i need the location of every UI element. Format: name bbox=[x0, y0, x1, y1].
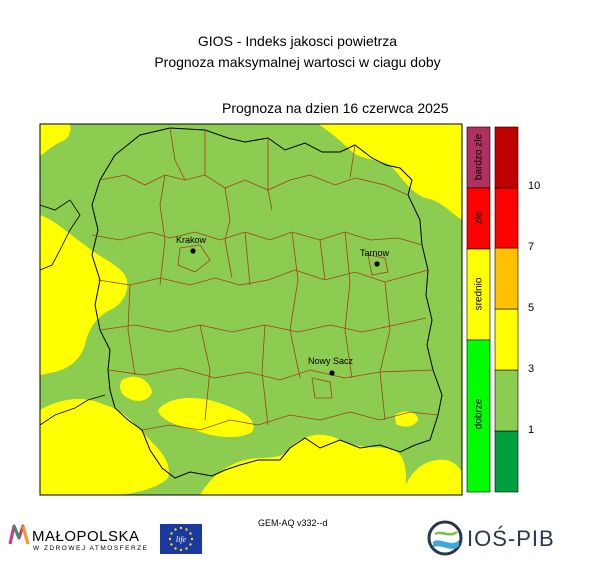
category-label-srednio: srednio bbox=[473, 277, 485, 311]
malopolska-logo-icon bbox=[8, 524, 30, 545]
map-frame bbox=[39, 123, 463, 496]
city-krakow: Krakow bbox=[176, 235, 207, 254]
category-swatch-dobrze bbox=[466, 339, 491, 493]
index-swatch-3 bbox=[494, 308, 519, 371]
index-tick-5: 5 bbox=[528, 302, 535, 314]
zone-se bbox=[402, 459, 462, 495]
city-label-tarnow: Tarnow bbox=[360, 248, 390, 258]
index-tick-7: 7 bbox=[528, 241, 535, 253]
index-swatch-2 bbox=[494, 369, 519, 432]
index-swatch-1 bbox=[494, 430, 519, 493]
map-title: GIOS - Indeks jakosci powietrza bbox=[197, 33, 398, 49]
category-label-bardzo-zle: bardzo zle bbox=[473, 133, 485, 181]
malopolska-tagline: W ZDROWEJ ATMOSFERZE bbox=[33, 545, 149, 552]
zone-south bbox=[200, 434, 407, 495]
zone-blob-a bbox=[120, 376, 152, 401]
national-border-west bbox=[39, 199, 81, 271]
index-tick-1: 1 bbox=[528, 424, 535, 436]
city-tarnow: Tarnow bbox=[360, 248, 390, 267]
category-label-zle: zle bbox=[473, 211, 485, 225]
city-label-krakow: Krakow bbox=[176, 235, 207, 245]
eu-flag-text: life bbox=[176, 535, 187, 544]
index-tick-10: 10 bbox=[528, 180, 541, 192]
index-tick-3: 3 bbox=[528, 363, 535, 375]
index-swatch-4 bbox=[494, 247, 519, 310]
zone-blob-b bbox=[395, 411, 418, 427]
index-swatch-5 bbox=[494, 187, 519, 249]
forecast-date: Prognoza na dzien 16 czerwca 2025 bbox=[222, 100, 449, 116]
index-swatch-6 bbox=[494, 126, 519, 189]
map-subtitle: Prognoza maksymalnej wartosci w ciagu do… bbox=[154, 54, 441, 70]
city-nowy-sacz: Nowy Sacz bbox=[308, 356, 354, 376]
ios-pib-logo-icon bbox=[427, 520, 463, 556]
index-legend bbox=[494, 126, 519, 493]
city-label-nowy-sacz: Nowy Sacz bbox=[308, 356, 354, 366]
zone-ne-corner bbox=[318, 124, 462, 220]
ios-pib-name: IOŚ-PIB bbox=[467, 526, 555, 551]
zone-sw bbox=[40, 398, 169, 495]
zone-south-mid bbox=[158, 398, 254, 438]
voivodeship-boundary bbox=[91, 127, 443, 479]
malopolska-name: MAŁOPOLSKA bbox=[32, 528, 140, 545]
national-border-sw bbox=[39, 394, 106, 426]
zone-west bbox=[40, 215, 128, 375]
county-boundaries bbox=[91, 127, 439, 431]
model-version: GEM-AQ v332--d bbox=[258, 518, 328, 528]
zone-nw-corner bbox=[40, 124, 71, 156]
category-legend bbox=[466, 126, 491, 493]
eu-life-flag-icon: life bbox=[160, 524, 202, 554]
moderate-zones bbox=[40, 124, 462, 495]
category-label-dobrze: dobrze bbox=[473, 398, 485, 430]
